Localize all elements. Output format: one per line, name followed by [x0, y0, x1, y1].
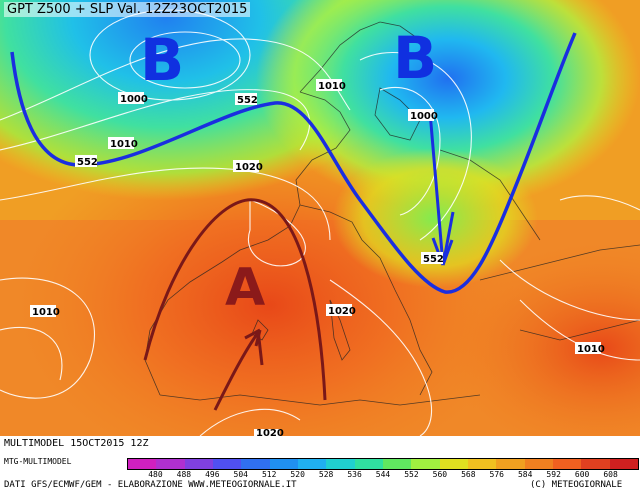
legend-swatch	[411, 459, 440, 469]
legend-tick-label: 544	[375, 470, 391, 479]
geopotential-label: 552	[77, 157, 98, 168]
legend-swatch	[496, 459, 525, 469]
map-title: GPT Z500 + SLP Val. 12Z23OCT2015	[4, 2, 251, 17]
footer-model-info: MTG-MULTIMODEL	[4, 457, 72, 466]
isobar-label: 1010	[318, 81, 346, 92]
isobar-label: 1000	[120, 94, 148, 105]
color-scale-ticks: 480 488 496 504 512 520 528 536 544 552 560 568 576 5…	[127, 470, 639, 480]
legend-swatch	[609, 459, 638, 469]
footer-run-info: MULTIMODEL 15OCT2015 12Z	[4, 438, 149, 449]
legend-tick-label: 568	[461, 470, 476, 479]
legend-tick-label: 528	[318, 470, 334, 479]
legend-tick-label: 520	[290, 470, 305, 479]
legend-swatch	[297, 459, 327, 469]
legend-swatch	[354, 459, 383, 469]
legend-tick-label: 600	[574, 470, 590, 479]
legend-swatch	[212, 459, 242, 469]
legend-swatch	[581, 459, 610, 469]
geopotential-label: 552	[237, 95, 258, 106]
color-scale-legend	[127, 458, 639, 470]
geopotential-label: 552	[423, 254, 444, 265]
ridge-lines	[143, 198, 327, 411]
high-pressure-center: A	[225, 258, 265, 318]
legend-swatch	[241, 459, 270, 469]
low-pressure-center-northwest: B	[140, 26, 184, 94]
legend-swatch	[382, 459, 412, 469]
legend-tick-label: 504	[233, 470, 248, 479]
legend-swatch	[326, 459, 355, 469]
legend-swatch	[156, 459, 185, 469]
legend-tick-label: 496	[205, 470, 220, 479]
geopotential-labels: 552 552 552	[75, 93, 444, 265]
isobar-label: 1020	[328, 306, 356, 317]
isobar-label: 1010	[110, 139, 138, 150]
synoptic-map: B B A 1000 1010 1010 1020 1000 1010 1020…	[0, 0, 640, 436]
legend-tick-label: 560	[432, 470, 448, 479]
legend-tick-label: 608	[603, 470, 618, 479]
legend-tick-label: 480	[148, 470, 163, 479]
legend-swatch	[439, 459, 468, 469]
legend-swatch	[269, 459, 298, 469]
legend-swatch	[184, 459, 213, 469]
footer-copyright: (C) METEOGIORNALE	[530, 480, 623, 490]
isobar-label: 1010	[577, 344, 605, 355]
legend-tick-label: 512	[261, 470, 277, 479]
isobar-label: 1020	[256, 428, 284, 436]
legend-tick-label: 552	[404, 470, 419, 479]
isobar-label: 1010	[32, 307, 60, 318]
legend-tick-label: 576	[489, 470, 504, 479]
isobar-labels: 1000 1010 1010 1020 1000 1010 1020 1010 …	[30, 79, 605, 436]
legend-tick-label: 536	[347, 470, 362, 479]
footer-source-info: DATI GFS/ECMWF/GEM - ELABORAZIONE WWW.ME…	[4, 480, 297, 490]
legend-swatch	[552, 459, 582, 469]
northeast-low-arrows	[428, 111, 455, 266]
coastlines	[144, 21, 640, 406]
legend-tick-label: 592	[546, 470, 561, 479]
legend-swatch	[524, 459, 553, 469]
legend-tick-label: 488	[176, 470, 192, 479]
isobar-label: 1020	[235, 162, 263, 173]
low-pressure-center-northeast: B	[393, 24, 437, 92]
legend-tick-label: 584	[517, 470, 533, 479]
legend-swatch	[467, 459, 497, 469]
isobar-label: 1000	[410, 111, 438, 122]
legend-swatch	[128, 459, 157, 469]
